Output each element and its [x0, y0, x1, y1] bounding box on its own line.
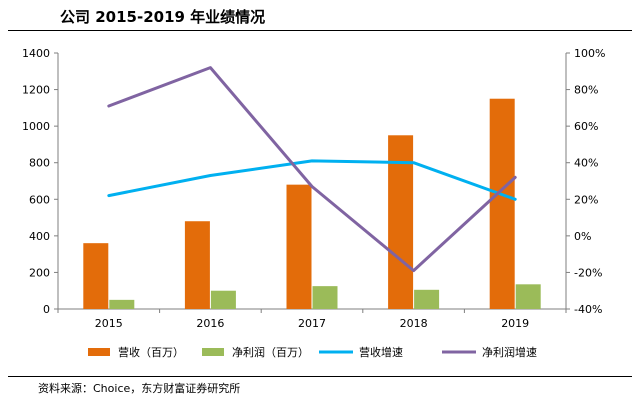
- bar-net-profit: [109, 299, 135, 309]
- legend-swatch: [202, 348, 224, 356]
- chart-title: 公司 2015-2019 年业绩情况: [60, 8, 266, 26]
- y-right-tick-label: -40%: [574, 303, 602, 316]
- x-tick-label: 2019: [501, 317, 529, 330]
- line-revenue-growth: [107, 159, 517, 201]
- y-right-tick-label: 80%: [574, 84, 598, 97]
- y-right-tick-label: 20%: [574, 193, 598, 206]
- bar-net-profit: [312, 286, 338, 309]
- y-right-tick-label: 0%: [574, 230, 591, 243]
- y-left-tick-label: 0: [43, 303, 50, 316]
- bar-net-profit: [210, 290, 236, 309]
- legend-label: 净利润（百万）: [232, 345, 309, 359]
- bar-revenue: [489, 98, 515, 309]
- y-left-tick-label: 800: [29, 157, 50, 170]
- legend-label: 净利润增速: [482, 345, 537, 359]
- bar-net-profit: [515, 284, 541, 309]
- y-right-tick-label: -20%: [574, 266, 602, 279]
- y-left-tick-label: 1400: [22, 47, 50, 60]
- bar-net-profit: [414, 289, 440, 309]
- y-right-tick-label: 40%: [574, 157, 598, 170]
- y-right-tick-label: 60%: [574, 120, 598, 133]
- legend-label: 营收增速: [359, 345, 403, 359]
- title-rule: [8, 30, 632, 31]
- line-net-profit-growth: [107, 66, 517, 273]
- y-left-tick-label: 1200: [22, 84, 50, 97]
- y-left-tick-label: 1000: [22, 120, 50, 133]
- x-tick-label: 2015: [95, 317, 123, 330]
- bar-revenue: [184, 221, 210, 309]
- bar-revenue: [83, 243, 109, 309]
- y-right-tick-label: 100%: [574, 47, 605, 60]
- legend-label: 营收（百万）: [118, 345, 184, 359]
- bar-revenue: [286, 184, 312, 309]
- bar-revenue: [388, 135, 414, 309]
- y-left-tick-label: 200: [29, 266, 50, 279]
- y-left-tick-label: 400: [29, 230, 50, 243]
- x-tick-label: 2016: [196, 317, 224, 330]
- x-tick-label: 2017: [298, 317, 326, 330]
- x-tick-label: 2018: [400, 317, 428, 330]
- source-note: 资料来源：Choice，东方财富证券研究所: [38, 382, 241, 395]
- source-rule: [8, 376, 632, 377]
- y-left-tick-label: 600: [29, 193, 50, 206]
- legend-swatch: [88, 348, 110, 356]
